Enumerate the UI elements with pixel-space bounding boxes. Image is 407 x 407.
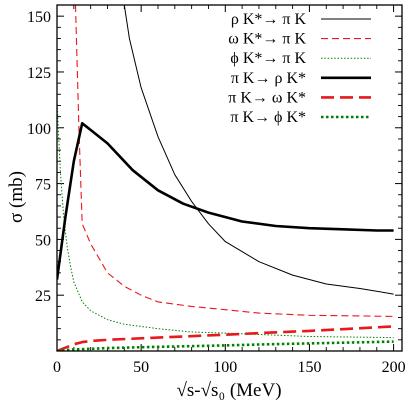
y-tick-label: 50 [35, 232, 51, 249]
series-line-5 [57, 325, 394, 351]
y-axis-label: σ (mb) [6, 171, 27, 223]
x-tick-label: 150 [297, 359, 321, 376]
x-tick-label: 200 [382, 359, 406, 376]
legend-label: ϕ K*→ π K [230, 50, 306, 67]
plot-frame [56, 4, 403, 352]
tick-labels: 0 50 100 150 200 25 50 75 100 125 150 [27, 9, 406, 376]
series-line-6 [57, 340, 394, 351]
series-line-2 [74, 5, 394, 317]
series-layer [57, 5, 394, 351]
axis-ticks [56, 5, 402, 351]
y-tick-label: 75 [35, 177, 51, 194]
series-line-1 [123, 5, 394, 295]
legend-label: ω K*→ π K [228, 31, 306, 48]
y-tick-label: 25 [35, 288, 51, 305]
y-tick-label: 150 [27, 9, 51, 26]
series-line-4 [57, 122, 394, 280]
legend: ρ K*→ π K ω K*→ π K ϕ K*→ π K π K→ ρ K* π K→… [228, 11, 371, 126]
legend-label: π K→ ω K* [228, 89, 306, 106]
x-tick-label: 0 [53, 359, 61, 376]
legend-label: π K→ ρ K* [231, 70, 306, 87]
x-tick-label: 100 [213, 359, 237, 376]
legend-label: ρ K*→ π K [231, 11, 307, 28]
x-tick-label: 50 [133, 359, 149, 376]
y-tick-label: 125 [27, 65, 51, 82]
legend-label: π K→ ϕ K* [230, 109, 306, 126]
x-axis-label: √s-√s₀ (MeV) [176, 380, 281, 401]
y-tick-label: 100 [27, 121, 51, 138]
